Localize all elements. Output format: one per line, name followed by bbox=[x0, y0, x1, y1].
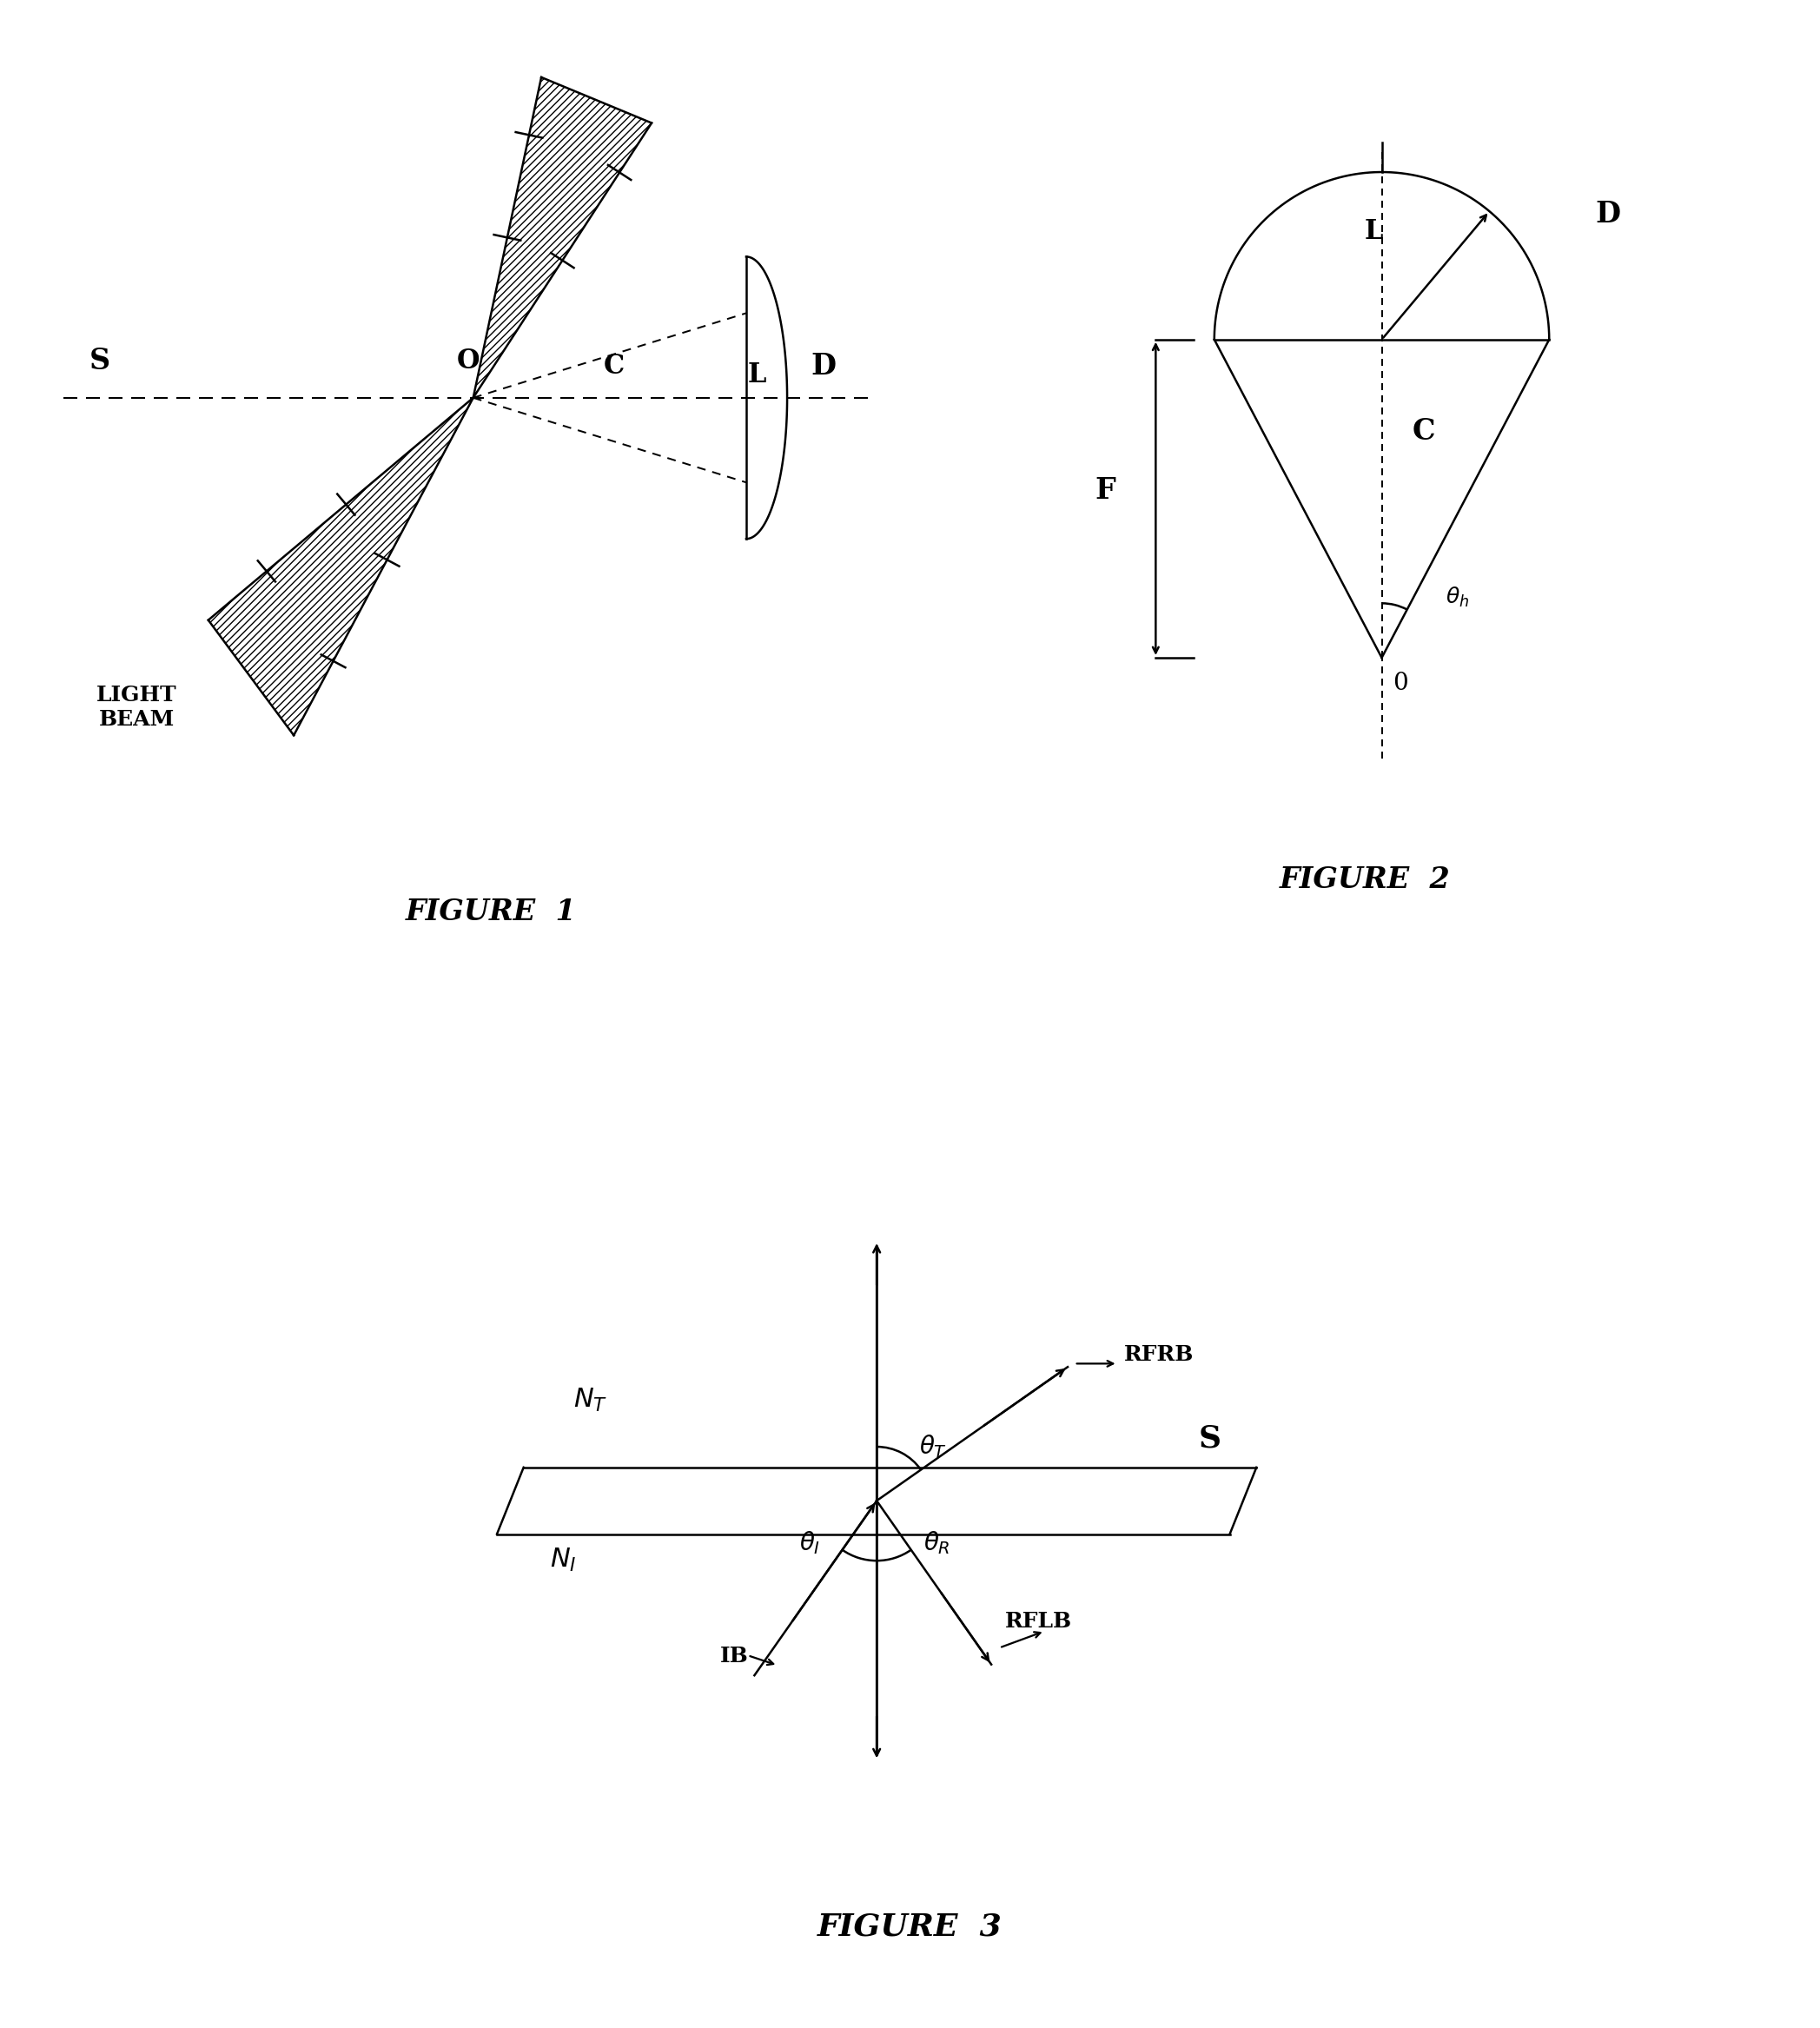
Text: C: C bbox=[604, 353, 624, 379]
Text: $\theta_T$: $\theta_T$ bbox=[919, 1434, 946, 1460]
Text: D: D bbox=[1594, 199, 1620, 229]
Text: $\theta_R$: $\theta_R$ bbox=[923, 1529, 950, 1558]
Text: L: L bbox=[1363, 219, 1383, 245]
Text: $N_I$: $N_I$ bbox=[550, 1547, 577, 1574]
Text: RFLB: RFLB bbox=[1005, 1612, 1072, 1633]
Text: F: F bbox=[1096, 477, 1116, 505]
Text: S: S bbox=[1199, 1424, 1221, 1454]
Text: L: L bbox=[748, 361, 766, 389]
Text: C: C bbox=[1412, 418, 1436, 446]
Text: $N_T$: $N_T$ bbox=[573, 1387, 608, 1414]
Text: FIGURE  3: FIGURE 3 bbox=[817, 1912, 1003, 1943]
Text: 0: 0 bbox=[1392, 671, 1409, 696]
Text: FIGURE  1: FIGURE 1 bbox=[406, 898, 577, 927]
Text: $\theta_I$: $\theta_I$ bbox=[799, 1529, 821, 1558]
Text: LIGHT
BEAM: LIGHT BEAM bbox=[96, 685, 177, 730]
Text: FIGURE  2: FIGURE 2 bbox=[1279, 866, 1451, 894]
Text: S: S bbox=[89, 347, 111, 375]
Text: IB: IB bbox=[721, 1645, 748, 1667]
Text: RFRB: RFRB bbox=[1125, 1345, 1194, 1365]
Text: D: D bbox=[812, 351, 835, 381]
Text: O: O bbox=[457, 349, 480, 375]
Text: $\theta_h$: $\theta_h$ bbox=[1445, 584, 1469, 608]
